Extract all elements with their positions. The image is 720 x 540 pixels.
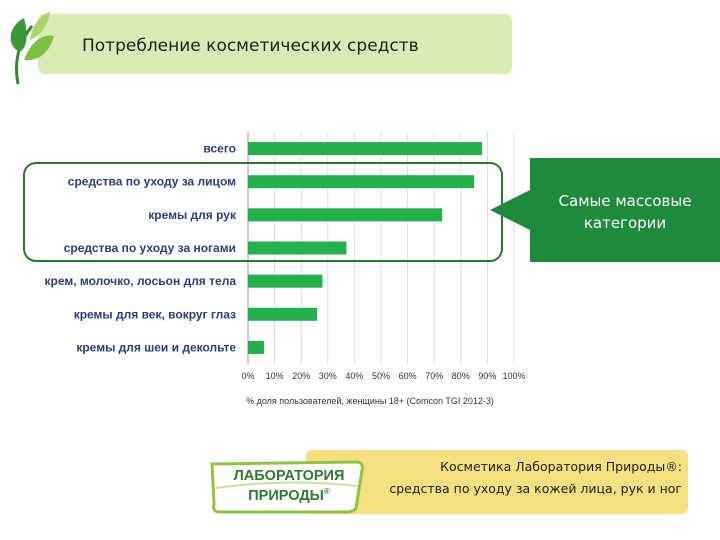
callout-text: Самые массовые категории [530,190,720,234]
x-tick-label: 10% [266,371,284,381]
logo-line-2-text: ПРИРОДЫ [248,487,324,504]
bottom-note-line-2: средства по уходу за кожей лица, рук и н… [389,481,682,496]
x-tick-label: 20% [292,371,310,381]
category-label: средства по уходу за лицом [68,175,236,189]
callout-line-2: категории [583,214,667,232]
bar-chart: всего средства по уходу за лицом кремы для… [23,132,526,406]
logo-line-2: ПРИРОДЫ® [214,487,364,504]
category-label: всего [203,142,236,156]
x-axis-label: % доля пользователей, женщины 18+ (Comco… [246,396,494,406]
bar [248,142,483,156]
category-label: кремы для век, вокруг глаз [74,307,236,321]
bottom-note: Косметика Лаборатория Природы®: средства… [312,456,682,500]
bar [248,340,264,354]
x-tick-label: 30% [319,371,337,381]
category-label: кремы для шеи и декольте [76,340,236,354]
bottom-note-box [306,450,688,514]
x-tick-label: 100% [502,371,525,381]
bar [248,241,347,255]
callout-banner [490,158,720,262]
leaf-icon [10,12,54,85]
x-tick-label: 50% [372,371,390,381]
category-label: кремы для рук [148,208,237,222]
x-tick-label: 80% [452,371,470,381]
bar [248,175,475,189]
callout-line-1: Самые массовые [558,192,692,210]
x-tick-label: 60% [399,371,417,381]
logo-line-1: ЛАБОРАТОРИЯ [233,468,345,484]
brand-logo [210,460,364,514]
x-tick-label: 90% [478,371,496,381]
bar [248,274,323,288]
x-tick-label: 0% [241,371,254,381]
category-label: крем, молочко, лосьон для тела [45,274,237,288]
category-label: средства по уходу за ногами [64,241,236,255]
x-tick-label: 70% [425,371,443,381]
title-box [38,14,512,74]
logo-mark: ® [323,487,330,496]
bar [248,208,443,222]
bottom-note-line-1: Косметика Лаборатория Природы®: [440,459,682,474]
bar [248,307,318,321]
x-tick-label: 40% [345,371,363,381]
page-title: Потребление косметических средств [82,36,419,56]
